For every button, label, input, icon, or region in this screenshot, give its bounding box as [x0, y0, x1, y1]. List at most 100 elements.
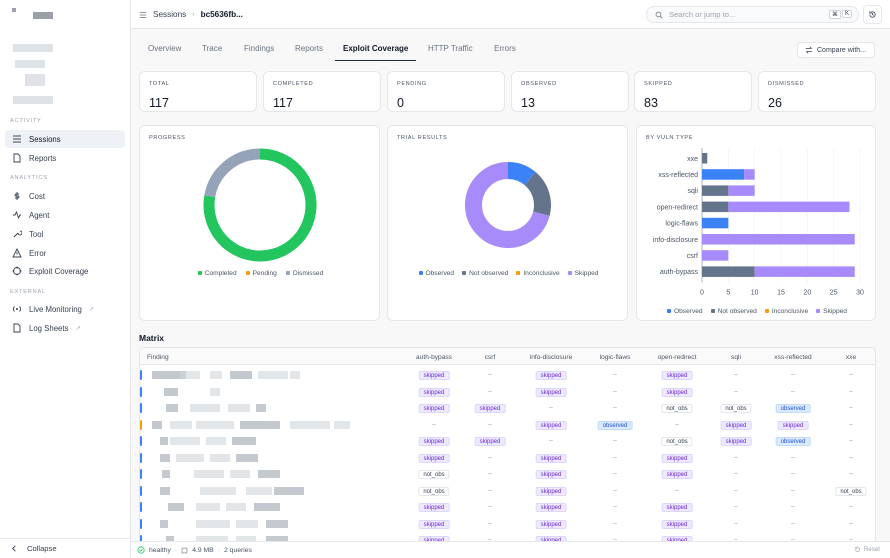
table-row[interactable]: not_obs – skipped – – – – not_obs [140, 483, 875, 500]
sidebar-item-agent[interactable]: Agent [5, 206, 125, 224]
finding-name-redacted [190, 404, 220, 412]
column-header-auth-bypass[interactable]: auth-bypass [416, 354, 452, 361]
status-pill-skipped: skipped [661, 453, 693, 463]
table-row[interactable]: not_obs – skipped – skipped – – – [140, 466, 875, 483]
collapse-sidebar-button[interactable]: Collapse [0, 538, 131, 558]
table-row[interactable]: skipped – skipped – skipped – – – [140, 499, 875, 516]
bar-segment-skipped [754, 266, 855, 277]
status-pill-empty: – [791, 536, 795, 543]
table-row[interactable]: skipped skipped – – not_obs not_obs observed – [140, 400, 875, 417]
tab-trace[interactable]: Trace [202, 44, 223, 53]
finding-name-redacted [210, 453, 230, 462]
finding-name-redacted [258, 371, 288, 379]
query-count: 2 queries [224, 546, 252, 554]
table-row[interactable]: skipped – skipped – skipped – – – [140, 367, 875, 384]
bar-segment-not-observed [702, 266, 755, 277]
tab-findings[interactable]: Findings [244, 44, 275, 53]
finding-name-redacted [180, 371, 200, 379]
status-pill-empty: – [791, 486, 795, 494]
sidebar-item-log-sheets[interactable]: Log Sheets ↗ [5, 319, 125, 337]
table-row[interactable]: skipped – skipped – skipped – – – [140, 450, 875, 467]
column-header-sqli[interactable]: sqli [731, 354, 741, 361]
bar-segment-not-observed [702, 201, 729, 213]
stat-label: PENDING [397, 81, 427, 87]
section-activity-label: ACTIVITY [10, 118, 42, 124]
stat-value: 83 [644, 96, 658, 110]
column-header-finding[interactable]: Finding [147, 354, 169, 361]
column-header-info-disclosure[interactable]: info-disclosure [529, 354, 573, 361]
table-row[interactable]: skipped – skipped – skipped – – – [140, 516, 875, 533]
status-pill-empty: – [791, 503, 795, 510]
kbd-cmd: ⌘ [829, 10, 841, 19]
finding-name-redacted [210, 371, 222, 379]
sidebar-item-label: Exploit Coverage [29, 266, 89, 276]
sidebar-item-tool[interactable]: Tool [5, 225, 125, 243]
legend-label: Inconclusive [771, 308, 809, 315]
status-pill-observed: observed [597, 420, 633, 430]
status-pill-empty: – [849, 437, 853, 444]
status-pill-empty: – [734, 519, 738, 527]
status-pill-skipped: skipped [661, 503, 693, 512]
activity-icon [13, 210, 21, 220]
alert-icon [12, 248, 22, 258]
legend-label: Completed [204, 270, 237, 277]
tab-http-traffic[interactable]: HTTP Traffic [428, 44, 473, 53]
breadcrumb-sessions-link[interactable]: Sessions [153, 10, 187, 19]
status-pill-empty: – [849, 470, 853, 477]
column-header-open-redirect[interactable]: open-redirect [657, 354, 697, 361]
table-row[interactable]: skipped skipped – – not_obs skipped observed – [140, 433, 875, 450]
row-status-indicator [140, 485, 142, 496]
search-input[interactable]: Search or jump to... ⌘ K [646, 6, 859, 23]
sidebar-item-sessions[interactable]: Sessions [5, 130, 125, 148]
sidebar-item-label: Reports [29, 153, 57, 163]
row-status-indicator [140, 419, 142, 430]
tab-overview[interactable]: Overview [148, 44, 182, 53]
compare-with-button[interactable]: Compare with... [797, 42, 875, 58]
sidebar-item-exploit-coverage[interactable]: Exploit Coverage [5, 262, 125, 280]
tab-reports[interactable]: Reports [295, 44, 324, 53]
finding-name-redacted [196, 519, 230, 528]
status-pill-skipped: skipped [535, 486, 567, 496]
sidebar-item-label: Agent [29, 210, 50, 220]
reset-button[interactable]: Reset [854, 546, 880, 553]
legend-swatch [516, 271, 521, 276]
bar-segment-skipped [702, 234, 855, 245]
bar-segment-not-observed [702, 185, 729, 196]
sidebar-item-cost[interactable]: Cost [5, 187, 125, 205]
status-pill-empty: – [734, 371, 738, 378]
status-pill-not_obs: not_obs [835, 486, 867, 496]
compare-label: Compare with... [817, 46, 867, 54]
status-pill-empty: – [549, 404, 553, 411]
search-placeholder: Search or jump to... [669, 10, 736, 19]
tab-errors[interactable]: Errors [494, 44, 516, 53]
table-row[interactable]: – – skipped observed – skipped skipped – [140, 417, 875, 434]
sidebar-item-live-monitoring[interactable]: Live Monitoring ↗ [5, 300, 125, 318]
finding-name-redacted [196, 503, 220, 511]
column-header-xss-reflected[interactable]: xss-reflected [774, 354, 812, 361]
legend-item-dismissed: Dismissed [285, 270, 323, 277]
sidebar-item-error[interactable]: Error [5, 244, 125, 262]
column-header-logic-flaws[interactable]: logic-flaws [599, 354, 631, 361]
finding-name-redacted [200, 486, 236, 495]
tab-exploit-coverage[interactable]: Exploit Coverage [335, 29, 417, 61]
row-status-indicator [140, 452, 142, 463]
status-pill-skipped: skipped [661, 387, 693, 397]
table-row[interactable]: skipped – skipped – skipped – – – [140, 384, 875, 401]
status-pill-empty: – [488, 371, 492, 378]
status-pill-empty: – [734, 486, 738, 494]
row-status-indicator [140, 518, 142, 529]
x-tick-label: 30 [856, 290, 864, 297]
column-header-xxe[interactable]: xxe [845, 354, 857, 361]
sidebar-item-reports[interactable]: Reports [5, 149, 125, 167]
finding-name-redacted [236, 453, 258, 462]
section-external-label: EXTERNAL [10, 289, 46, 295]
donut-slice-skipped [465, 162, 550, 248]
column-header-csrf[interactable]: csrf [484, 354, 496, 361]
history-button[interactable] [863, 5, 882, 24]
status-pill-empty: – [488, 503, 492, 510]
legend-item-skipped: Skipped [567, 270, 598, 277]
legend-item-inconclusive: Inconclusive [764, 308, 809, 315]
finding-name-redacted [166, 404, 178, 412]
external-link-icon: ↗ [88, 306, 94, 313]
legend-item-observed: Observed [418, 270, 454, 277]
